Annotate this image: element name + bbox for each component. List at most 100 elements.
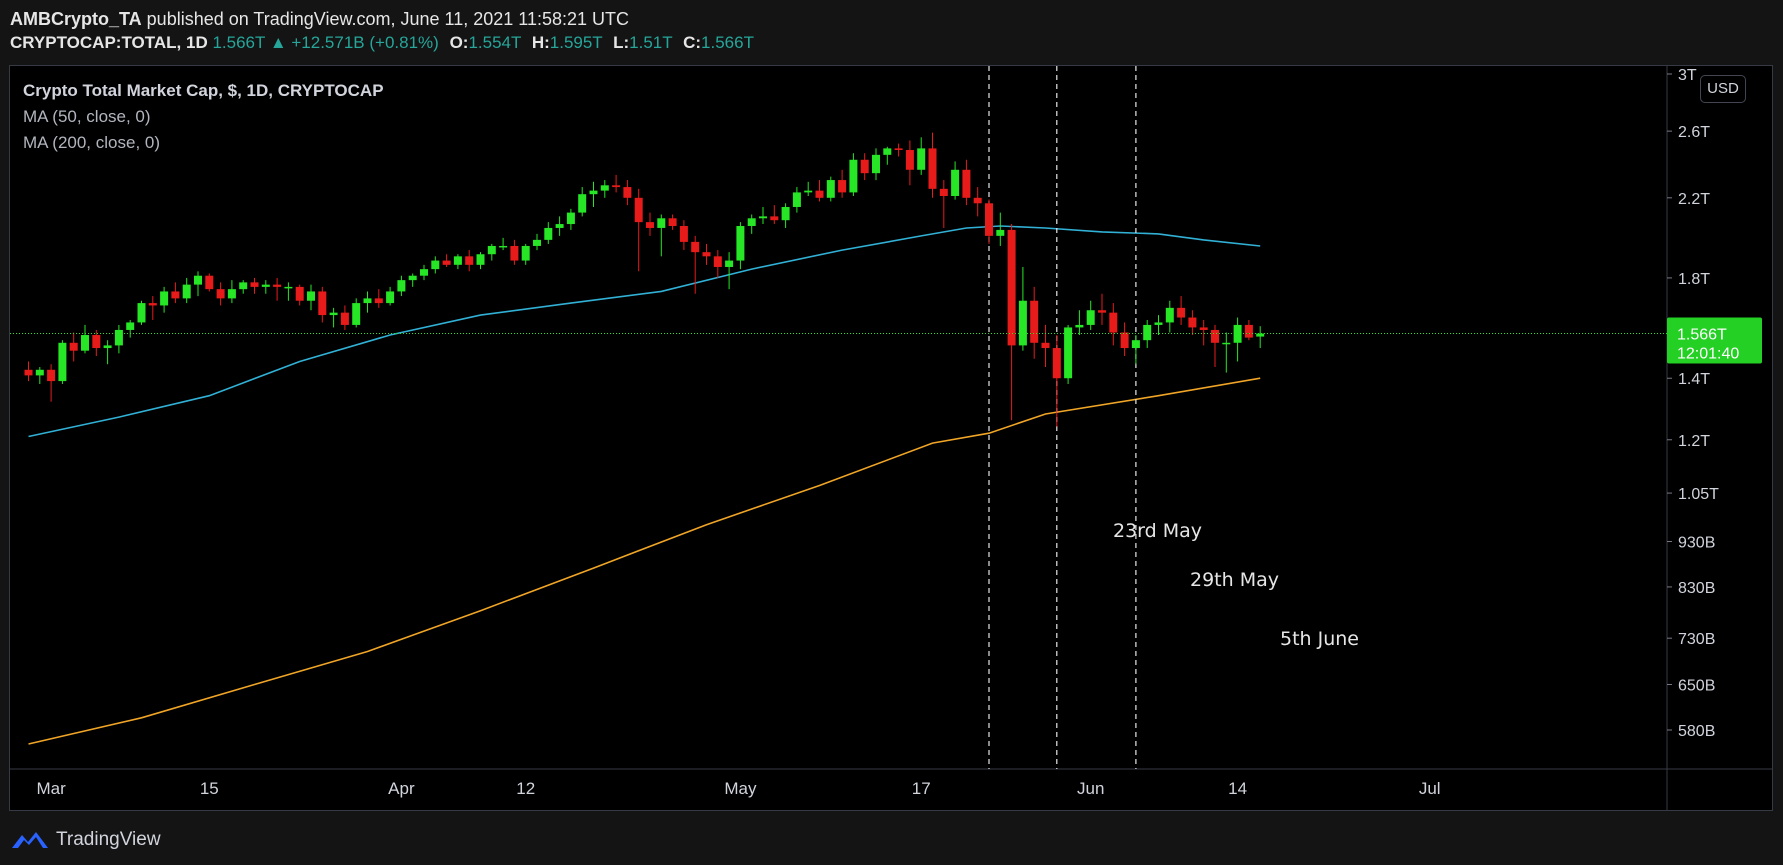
last-price-label: 1.566T xyxy=(1677,327,1727,344)
candle-body xyxy=(781,206,790,221)
candle-body xyxy=(340,312,349,325)
candle-body xyxy=(747,218,756,226)
candle xyxy=(1154,315,1163,336)
candle xyxy=(318,286,327,323)
candle xyxy=(725,252,734,290)
candle-body xyxy=(1075,324,1084,328)
candle-body xyxy=(273,284,282,287)
candle-body xyxy=(996,229,1005,236)
candle xyxy=(239,280,248,294)
candle xyxy=(781,203,790,228)
publication-header: AMBCrypto_TA published on TradingView.co… xyxy=(10,8,1770,56)
last-price-badge: 1.566T 12:01:40 xyxy=(1667,317,1762,364)
legend-title[interactable]: Crypto Total Market Cap, $, 1D, CRYPTOCA… xyxy=(23,81,384,100)
candle xyxy=(917,137,926,175)
candle-body xyxy=(363,298,372,304)
y-tick-label: 1.4T xyxy=(1678,371,1710,388)
candle xyxy=(544,222,553,244)
candle-body xyxy=(114,329,123,346)
candle xyxy=(126,319,135,338)
candle xyxy=(1177,296,1186,325)
y-tick-label: 2.6T xyxy=(1678,124,1710,141)
time-axis[interactable]: Mar 15 Apr 12 May 17 Jun 14 Jul xyxy=(36,779,1440,798)
candle xyxy=(453,254,462,270)
candle xyxy=(804,181,813,196)
close-value: 1.566T xyxy=(701,33,754,52)
candle xyxy=(815,180,824,202)
currency-button[interactable]: USD xyxy=(1700,75,1746,103)
candle xyxy=(261,280,270,294)
candle xyxy=(1131,335,1140,365)
candle xyxy=(759,206,767,225)
candle xyxy=(612,174,621,193)
candle xyxy=(295,284,304,306)
candle-body xyxy=(883,148,892,155)
candle xyxy=(284,282,293,301)
candle-body xyxy=(171,291,180,299)
candle xyxy=(363,291,372,313)
candle xyxy=(386,286,395,306)
annotation-23rd-may: 23rd May xyxy=(1113,520,1203,542)
tradingview-logo-icon[interactable] xyxy=(10,829,50,851)
candle xyxy=(1244,319,1253,341)
candle xyxy=(996,212,1005,246)
y-tick-label: 1.05T xyxy=(1678,486,1719,503)
candle xyxy=(24,361,33,382)
price-axis[interactable]: 3T 2.6T 2.2T 1.8T 1.4T 1.2T 1.05T 930B 830B 730B 6… xyxy=(1667,67,1719,740)
candle xyxy=(838,169,847,198)
candle-body xyxy=(566,212,575,225)
y-tick-label: 830B xyxy=(1678,580,1715,597)
chart-legend: Crypto Total Market Cap, $, 1D, CRYPTOCA… xyxy=(23,78,384,156)
tradingview-brand[interactable]: TradingView xyxy=(56,829,161,850)
high-value: 1.595T xyxy=(549,33,603,52)
candle xyxy=(860,153,869,181)
candle-body xyxy=(386,291,395,304)
candle-body xyxy=(759,216,767,219)
low-value: 1.51T xyxy=(629,33,673,52)
candle xyxy=(566,208,575,230)
candle-body xyxy=(713,256,722,267)
candle xyxy=(646,212,654,236)
candle-body xyxy=(137,303,146,323)
candle xyxy=(713,250,722,278)
candle-body xyxy=(555,224,564,228)
chart-frame xyxy=(9,65,1773,811)
moving-averages xyxy=(28,225,1261,745)
candle-body xyxy=(1188,317,1197,328)
legend-ma50[interactable]: MA (50, close, 0) xyxy=(23,107,151,126)
candle-body xyxy=(1098,310,1106,313)
y-tick-label: 1.8T xyxy=(1678,271,1710,288)
candle xyxy=(137,300,146,325)
x-tick-label: May xyxy=(724,779,757,798)
candle xyxy=(205,273,214,292)
candle xyxy=(747,214,756,234)
legend-ma200[interactable]: MA (200, close, 0) xyxy=(23,133,161,152)
candle-body xyxy=(600,185,609,191)
candle xyxy=(510,239,519,265)
candle xyxy=(736,222,745,270)
open-value: 1.554T xyxy=(468,33,522,52)
candle-body xyxy=(205,275,214,290)
candle xyxy=(578,187,587,217)
candle xyxy=(792,187,801,213)
candle xyxy=(103,340,112,365)
candle-body xyxy=(815,190,824,198)
candle xyxy=(1098,293,1106,325)
close-label: C: xyxy=(683,33,702,52)
candle xyxy=(340,305,349,330)
candle xyxy=(962,159,971,206)
candle xyxy=(1233,317,1242,362)
candle-body xyxy=(1165,307,1174,323)
ohlc-line: CRYPTOCAP:TOTAL, 1D 1.566T ▲ +12.571B (+… xyxy=(10,30,1770,56)
candle-body xyxy=(691,241,700,253)
candle-body xyxy=(612,185,621,188)
price-chart[interactable]: 3T 2.6T 2.2T 1.8T 1.4T 1.2T 1.05T 930B 830B 730B 6… xyxy=(10,66,1773,811)
candle-body xyxy=(397,280,406,292)
candle-body xyxy=(1154,322,1163,325)
publish-info: published on TradingView.com, June 11, 2… xyxy=(141,9,629,29)
y-tick-label: 580B xyxy=(1678,723,1715,740)
candle xyxy=(679,220,688,251)
author-name[interactable]: AMBCrypto_TA xyxy=(10,9,142,29)
candle-body xyxy=(1030,300,1039,343)
candle xyxy=(928,132,937,198)
